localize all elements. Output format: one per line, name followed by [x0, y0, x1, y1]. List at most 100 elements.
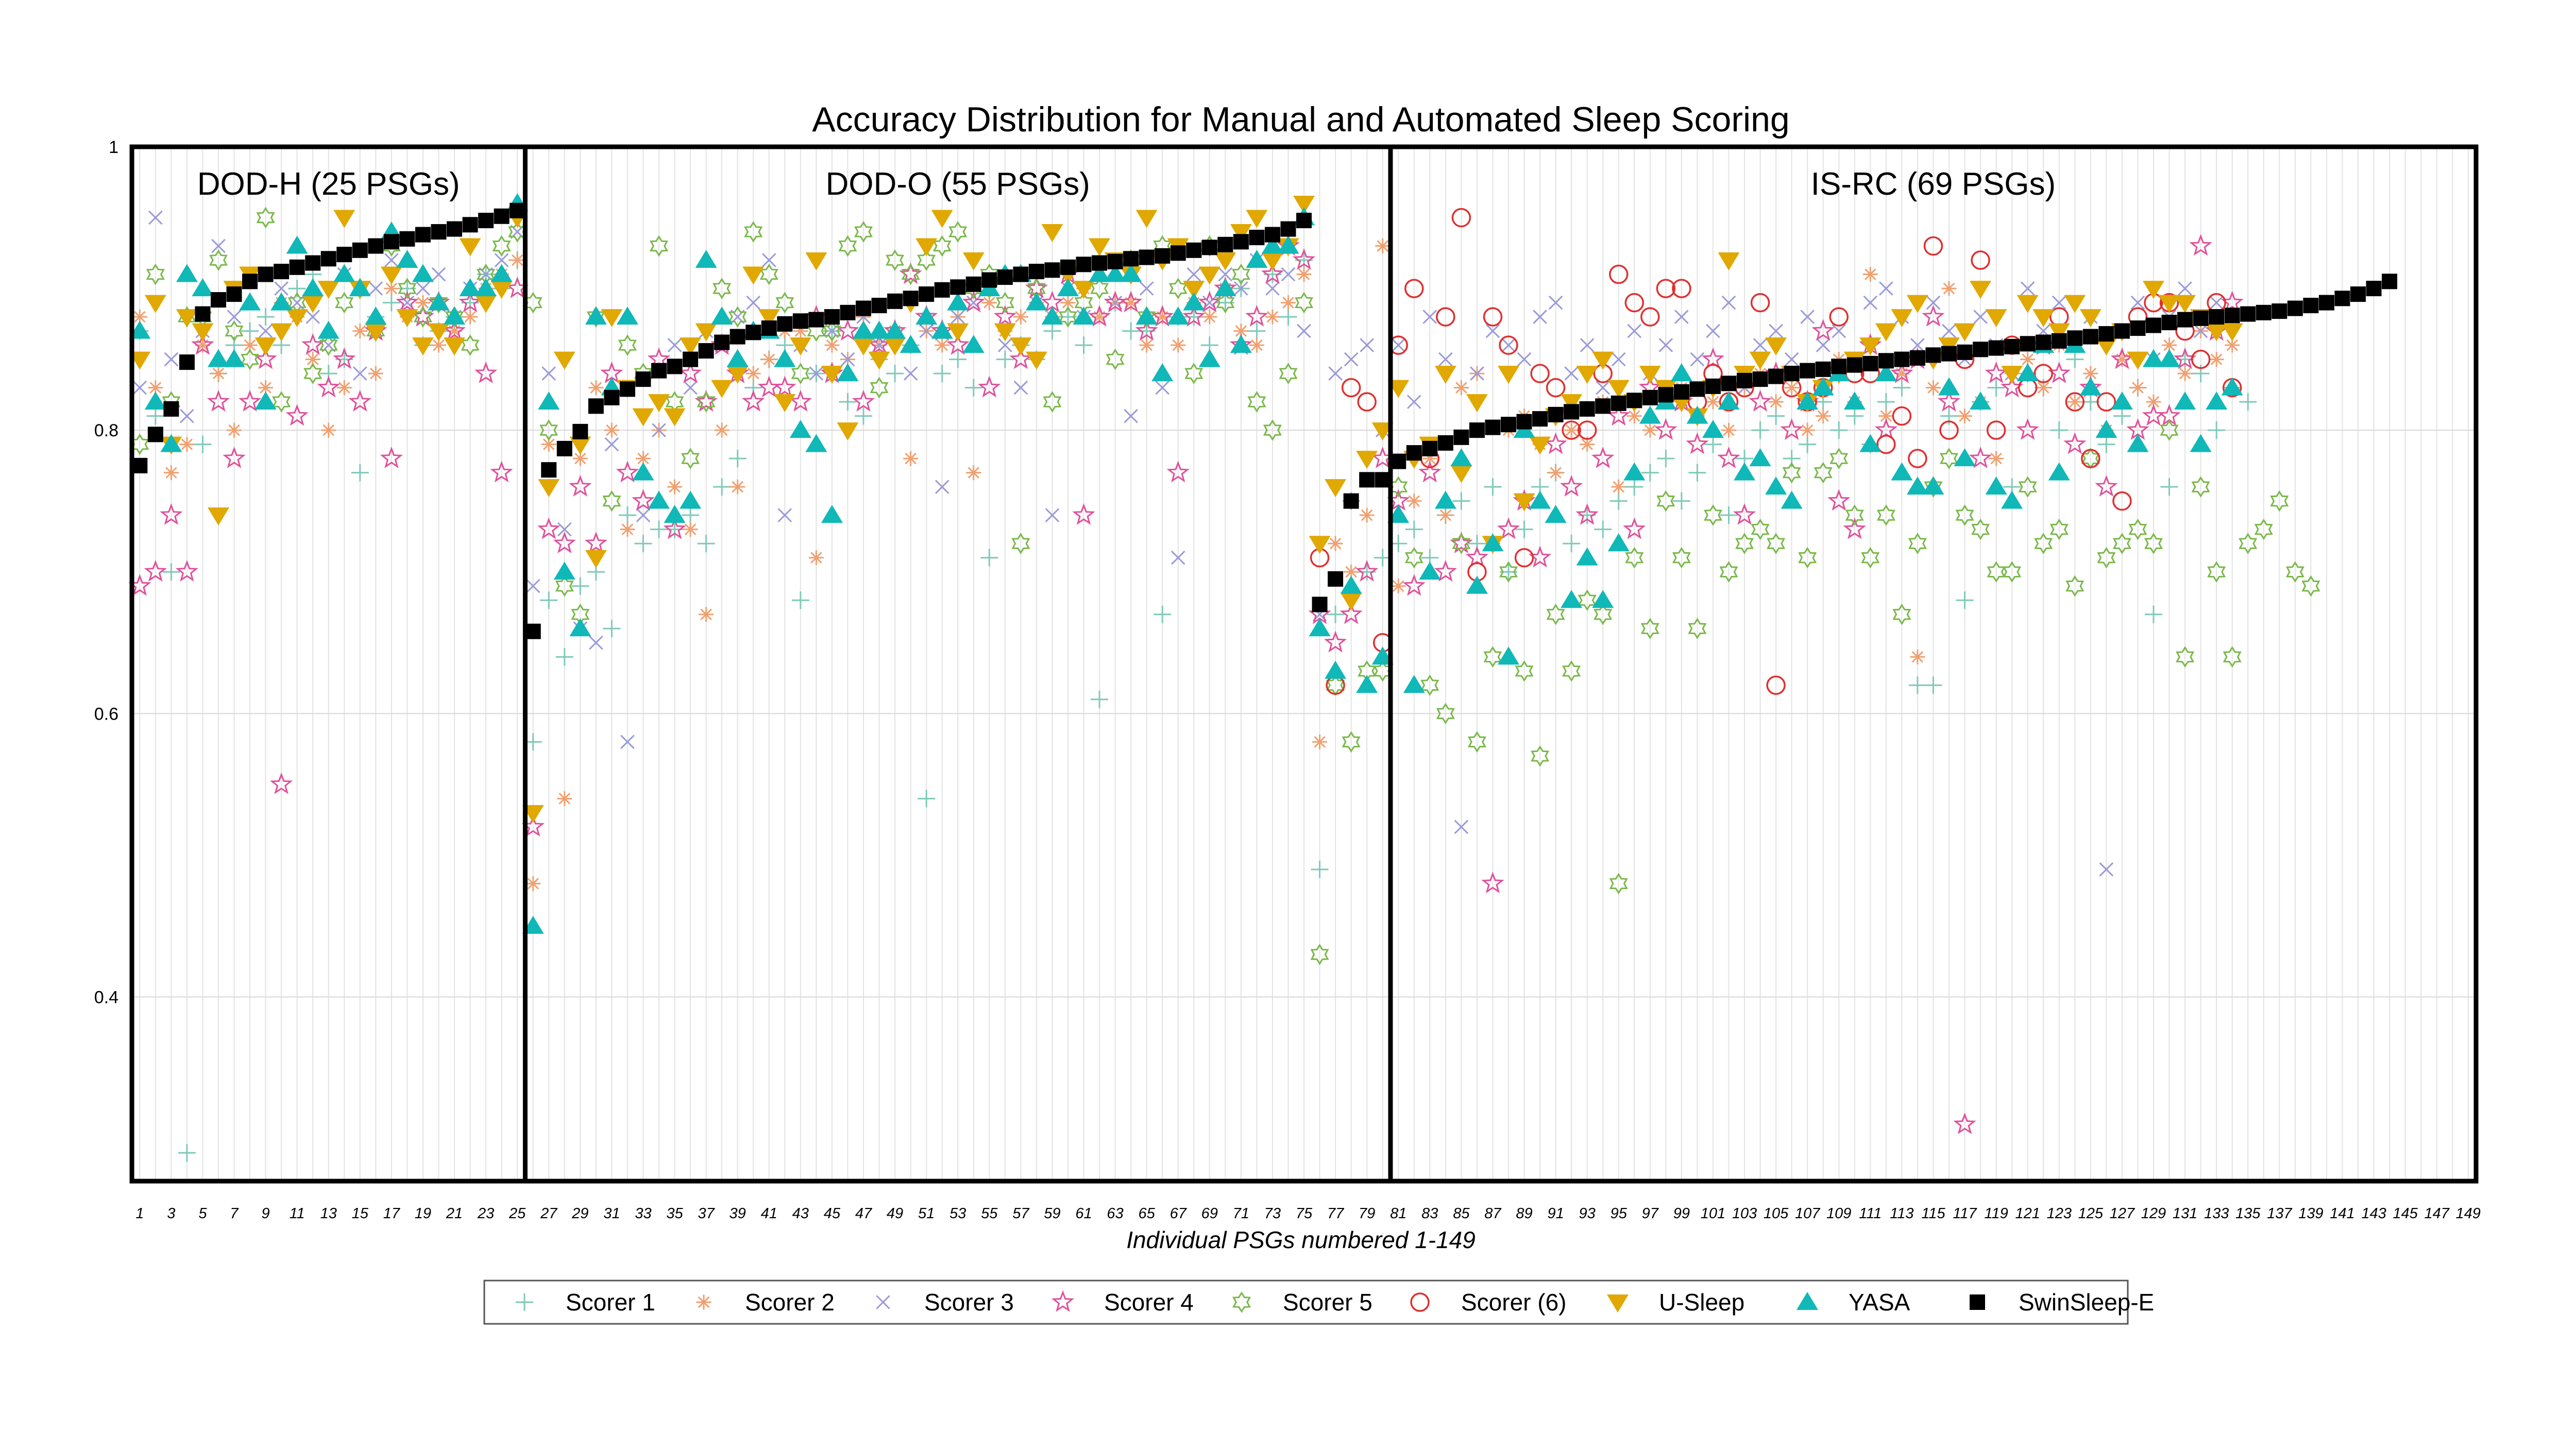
- data-point: [462, 217, 478, 233]
- marker-stroke: [2052, 295, 2066, 310]
- data-point: [144, 559, 167, 582]
- data-point: [239, 292, 261, 311]
- data-point: [2144, 605, 2162, 623]
- data-point: [1827, 489, 1851, 511]
- data-point: [1438, 352, 1453, 367]
- data-point: [1356, 451, 1378, 469]
- data-point: [2112, 491, 2132, 511]
- legend-entry: Scorer 3: [876, 1289, 1014, 1316]
- marker-stroke: [1627, 323, 1642, 338]
- data-point: [978, 376, 1001, 398]
- data-point: [2193, 323, 2208, 338]
- data-point: [1544, 432, 1567, 454]
- data-point: [1043, 391, 1062, 413]
- data-point: [2130, 320, 2146, 336]
- marker-stroke: [669, 481, 681, 493]
- data-point: [1564, 422, 1579, 438]
- data-point: [194, 435, 212, 453]
- marker-stroke: [620, 735, 635, 749]
- data-point: [2001, 490, 2023, 509]
- data-point: [2048, 323, 2070, 342]
- data-point: [774, 394, 796, 413]
- data-point: [1279, 363, 1298, 384]
- data-point: [1453, 429, 1469, 445]
- data-point: [1953, 1112, 1976, 1134]
- data-point: [1089, 264, 1111, 282]
- data-point: [1562, 660, 1581, 682]
- data-point: [569, 618, 591, 637]
- data-point: [854, 407, 872, 425]
- x-tick-label: 1: [135, 1205, 144, 1222]
- data-point: [713, 278, 732, 299]
- data-point: [604, 437, 619, 452]
- marker-stroke: [2209, 295, 2224, 310]
- data-point: [1859, 337, 1882, 356]
- data-point: [2127, 434, 2149, 452]
- data-point: [1198, 266, 1221, 285]
- data-point: [697, 535, 715, 553]
- data-point: [1800, 422, 1815, 438]
- x-tick-label: 125: [2078, 1205, 2104, 1222]
- data-point: [2240, 306, 2256, 322]
- data-point: [1733, 503, 1756, 525]
- data-point: [699, 607, 714, 622]
- data-point: [868, 351, 890, 370]
- data-point: [1246, 210, 1268, 228]
- data-point: [728, 450, 747, 468]
- data-point: [1656, 490, 1675, 512]
- data-point: [792, 313, 808, 329]
- data-point: [1530, 364, 1550, 383]
- data-point: [1387, 505, 1410, 523]
- data-point: [1971, 518, 1990, 540]
- data-point: [1627, 323, 1642, 338]
- data-point: [1155, 380, 1170, 395]
- marker-stroke: [636, 508, 651, 522]
- data-point: [207, 389, 230, 412]
- x-tick-label: 127: [2110, 1205, 2136, 1222]
- x-tick-label: 23: [477, 1205, 494, 1222]
- data-point: [412, 264, 434, 282]
- data-point: [1625, 547, 1644, 569]
- data-point: [1497, 517, 1520, 539]
- data-point: [1954, 448, 1976, 467]
- data-point: [1529, 490, 1551, 509]
- data-point: [431, 337, 446, 353]
- data-point: [1892, 603, 1911, 625]
- data-point: [1735, 533, 1754, 555]
- data-point: [1073, 306, 1095, 325]
- marker-stroke: [417, 297, 429, 309]
- marker-stroke: [606, 424, 618, 436]
- data-point: [714, 422, 730, 438]
- data-point: [569, 474, 592, 497]
- data-point: [1249, 337, 1264, 353]
- data-point: [1642, 422, 1658, 438]
- data-point: [223, 349, 245, 367]
- data-point: [2144, 533, 2163, 555]
- x-tick-label: 59: [1044, 1205, 1060, 1222]
- data-point: [1670, 363, 1692, 382]
- marker-stroke: [1455, 382, 1467, 394]
- data-point: [1009, 347, 1032, 369]
- data-point: [1294, 292, 1314, 314]
- data-point: [2079, 377, 2102, 396]
- data-point: [1973, 342, 1989, 357]
- data-point: [163, 465, 179, 481]
- data-point: [352, 323, 368, 339]
- data-point: [2209, 309, 2225, 325]
- data-point: [2050, 421, 2068, 439]
- data-point: [1863, 295, 1878, 310]
- data-point: [730, 329, 745, 345]
- data-point: [1123, 251, 1139, 267]
- data-point: [947, 292, 969, 311]
- x-tick-label: 55: [981, 1205, 998, 1222]
- data-point: [255, 337, 277, 356]
- data-point: [1340, 592, 1362, 611]
- marker-stroke: [274, 281, 289, 296]
- data-point: [994, 323, 1016, 342]
- data-point: [995, 292, 1014, 314]
- marker-stroke: [763, 353, 775, 365]
- data-point: [444, 337, 466, 356]
- data-point: [195, 306, 211, 322]
- data-point: [1658, 387, 1674, 403]
- marker-stroke: [1392, 580, 1404, 592]
